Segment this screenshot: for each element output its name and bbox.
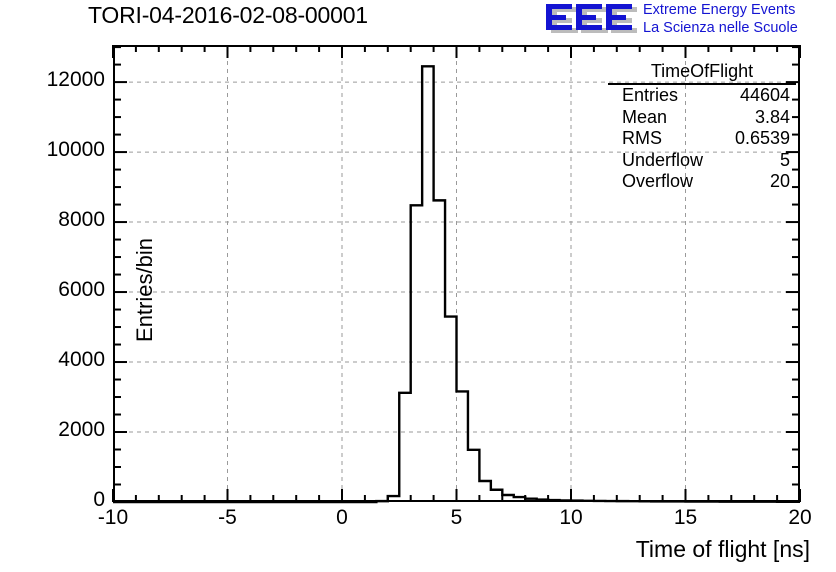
y-tick-label: 12000 [46, 68, 105, 92]
y-tick-label: 8000 [58, 208, 105, 232]
x-tick-label: 15 [673, 506, 698, 529]
statistics-value: 3.84 [754, 106, 790, 127]
eee-logo-line2: La Scienza nelle Scuole [643, 20, 798, 36]
statistics-row: Mean 3.84 [608, 107, 796, 129]
statistics-row: RMS 0.6539 [608, 128, 796, 150]
y-axis-title: Entries/bin [132, 238, 157, 342]
statistics-key: Mean [622, 106, 668, 127]
statistics-value: 44604 [739, 85, 790, 105]
y-tick-label: 0 [93, 488, 105, 511]
eee-logo: Extreme Energy Events La Scienza nelle S… [543, 1, 833, 39]
statistics-value: 5 [779, 149, 790, 170]
statistics-key: Overflow [622, 171, 694, 191]
statistics-rows: Entries 44604 Mean 3.84 RMS 0.6539 Underflow 5 O… [608, 85, 796, 193]
statistics-value: 20 [769, 171, 790, 191]
eee-logo-text: Extreme Energy Events La Scienza nelle S… [643, 1, 833, 39]
plot-frame [113, 45, 800, 502]
statistics-row: Overflow 20 [608, 171, 796, 193]
x-tick-label: 10 [559, 506, 583, 529]
x-tick-label: -10 [97, 506, 129, 529]
x-tick-label: 5 [450, 506, 463, 529]
y-tick-label: 10000 [46, 138, 105, 162]
eee-logo-mark-icon [546, 4, 637, 33]
statistics-row: Underflow 5 [608, 150, 796, 172]
y-tick-label: 4000 [58, 348, 105, 372]
statistics-title: TimeOfFlight [608, 61, 796, 85]
statistics-row: Entries 44604 [608, 85, 796, 107]
page-title: TORI-04-2016-02-08-00001 [88, 2, 368, 28]
statistics-box[interactable]: TimeOfFlight Entries 44604 Mean 3.84 RMS 0.65… [608, 61, 796, 193]
statistics-key: Underflow [622, 149, 704, 170]
eee-logo-line1: Extreme Energy Events [643, 2, 796, 18]
statistics-key: Entries [622, 85, 679, 105]
x-tick-label: -5 [218, 506, 237, 529]
statistics-value: 0.6539 [734, 128, 790, 148]
y-tick-label: 6000 [58, 278, 105, 302]
x-tick-label: 20 [788, 506, 812, 529]
x-axis-title: Time of flight [ns] [635, 536, 810, 562]
statistics-key: RMS [622, 128, 662, 148]
y-tick-label: 2000 [58, 418, 105, 441]
x-tick-label: 0 [336, 506, 348, 529]
